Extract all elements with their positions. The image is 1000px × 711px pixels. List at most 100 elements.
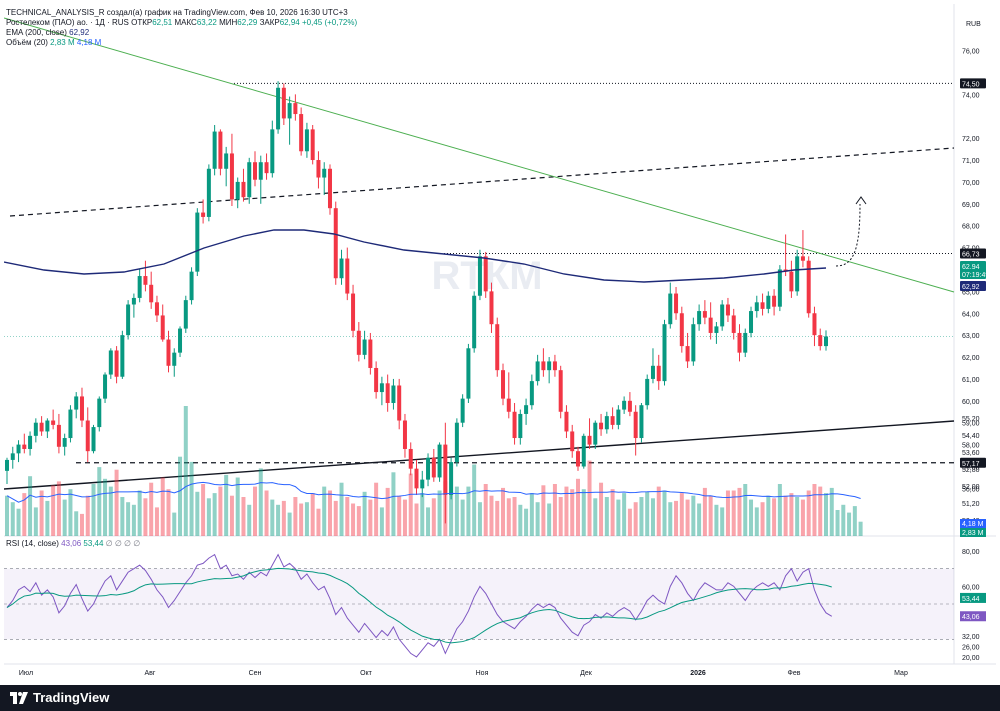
time-axis-label: Дек (580, 670, 593, 677)
rsi-legend[interactable]: RSI (14, close) 43,06 53,44 ∅ ∅ ∅ ∅ (6, 539, 140, 548)
price-axis-bg (954, 4, 996, 685)
volume-bar (731, 490, 736, 536)
volume-bar (137, 490, 142, 536)
open-label: ОТКР (131, 18, 153, 27)
candle-body (143, 276, 148, 285)
volume-bar (426, 507, 431, 536)
candle-body (541, 361, 546, 371)
candle-body (391, 385, 396, 404)
candle-body (501, 370, 506, 399)
volume-bar (206, 498, 211, 536)
volume-bar (339, 482, 344, 536)
candle-body (627, 400, 632, 412)
tradingview-logo[interactable]: TradingView (10, 690, 109, 705)
rsi-marker-box (960, 611, 986, 622)
candle-body (120, 335, 125, 377)
candle-body (327, 168, 332, 209)
volume-bar (91, 484, 96, 536)
candle-body (195, 212, 200, 272)
volume-bar (103, 478, 108, 536)
candle-body (276, 87, 281, 130)
candle-body (806, 260, 811, 314)
candle-body (281, 87, 286, 119)
high-value: 63,22 (196, 18, 217, 27)
candle-body (137, 276, 142, 298)
volume-bar (97, 467, 102, 536)
volume-marker-box (960, 519, 986, 528)
volume-bar (714, 504, 719, 536)
volume-bar (270, 499, 275, 536)
volume-bar (79, 513, 84, 536)
volume-bar (408, 473, 413, 536)
candle-body (183, 300, 188, 329)
candle-body (737, 332, 742, 353)
candle-body (524, 405, 529, 414)
candle-body (477, 256, 482, 296)
candle-body (570, 431, 575, 452)
time-axis-label: Мар (894, 670, 908, 677)
candle-body (812, 313, 817, 336)
price-marker-label: 57,17 (962, 461, 980, 468)
price-tick-label: 72,00 (962, 136, 980, 143)
time-axis-label: Ноя (476, 670, 489, 677)
candle-body (639, 405, 644, 439)
candle-body (714, 326, 719, 333)
rsi-ma-line (6, 567, 832, 644)
candle-body (56, 424, 61, 447)
price-marker: 07:19:49 (960, 269, 989, 279)
symbol-name[interactable]: Ростелеком (ПАО) ао. · 1Д · RUS (6, 18, 129, 27)
volume-bar (345, 497, 350, 536)
candle-body (668, 293, 673, 325)
volume-bar (212, 493, 217, 536)
volume-bar (679, 493, 684, 536)
volume-bar (725, 490, 730, 536)
time-axis-label: Окт (360, 670, 373, 677)
volume-bar (777, 484, 782, 536)
channel-lower-line (3, 420, 955, 490)
volume-bar (518, 504, 523, 536)
volume-bar (570, 489, 575, 536)
candle-body (616, 409, 621, 425)
price-marker-box (960, 248, 986, 259)
candle-body (310, 129, 315, 161)
candle-body (154, 302, 159, 316)
candle-body (287, 103, 292, 119)
volume-ma-line (6, 481, 861, 503)
volume-bar (264, 490, 269, 536)
volume-bar (304, 502, 309, 536)
candle-body (766, 295, 771, 309)
volume-bar (183, 406, 188, 536)
price-tick-label: 65,00 (962, 289, 980, 296)
tradingview-logo-icon (10, 691, 28, 704)
candle-body (212, 131, 217, 169)
candle-body (731, 315, 736, 333)
volume-bar (356, 506, 361, 536)
rsi-value-2: 53,44 (83, 539, 104, 548)
candle-body (437, 444, 442, 478)
volume-bar (22, 493, 27, 536)
volume-bar (795, 497, 800, 536)
time-axis-label: Сен (249, 670, 262, 677)
price-marker-box (960, 261, 986, 271)
channel-upper-line (9, 147, 955, 217)
candle-body (777, 269, 782, 307)
volume-bar (749, 499, 754, 536)
volume-legend-row[interactable]: Объём (20) 2,83 M 4,18 M (6, 38, 357, 48)
ema-200-line (3, 229, 827, 283)
rsi-tick-label: 26,00 (962, 644, 980, 651)
volume-bar (5, 495, 9, 536)
time-axis-label: Июл (19, 670, 33, 677)
volume-bar (258, 468, 263, 536)
volume-bar (449, 493, 454, 536)
candle-body (581, 435, 586, 467)
volume-bar (143, 498, 148, 536)
candle-body (656, 365, 661, 382)
volume-bar (847, 512, 852, 536)
price-marker: 57,17 (960, 457, 986, 468)
volume-bar (276, 504, 281, 536)
chart-canvas[interactable]: RTКМRUB76,0074,0072,0071,0070,0069,0068,… (3, 4, 996, 685)
volume-bar (293, 497, 298, 536)
ema-legend-row[interactable]: EMA (200, close) 62,92 (6, 28, 357, 38)
close-value: 62,94 (279, 18, 300, 27)
candle-body (62, 438, 67, 447)
